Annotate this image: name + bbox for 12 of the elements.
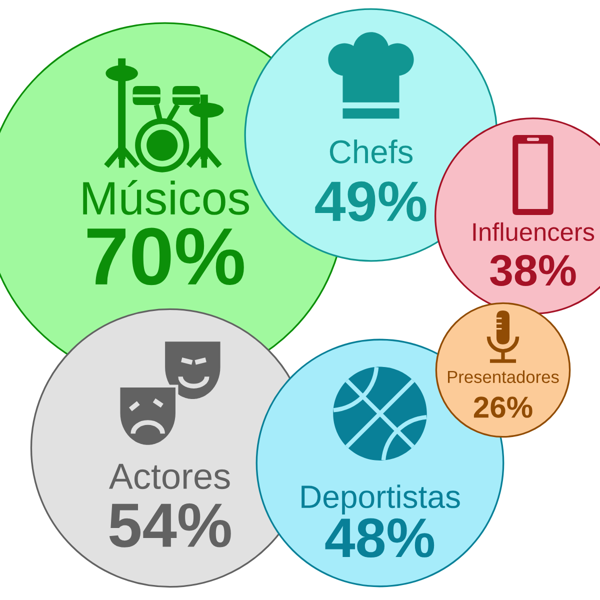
category-label: Músicos — [83, 180, 249, 215]
category-label: Presentadores — [448, 370, 559, 384]
data-label: 54% — [109, 503, 231, 548]
category-label: Chefs — [330, 139, 413, 164]
data-label: 48% — [325, 518, 434, 558]
data-label: 38% — [490, 254, 576, 286]
category-label: Influencers — [473, 222, 594, 242]
category-label: Actores — [108, 464, 230, 490]
category-label: Deportistas — [302, 484, 460, 514]
data-label: 70% — [87, 228, 244, 286]
data-label: 49% — [315, 181, 426, 222]
data-label: 26% — [474, 396, 532, 418]
